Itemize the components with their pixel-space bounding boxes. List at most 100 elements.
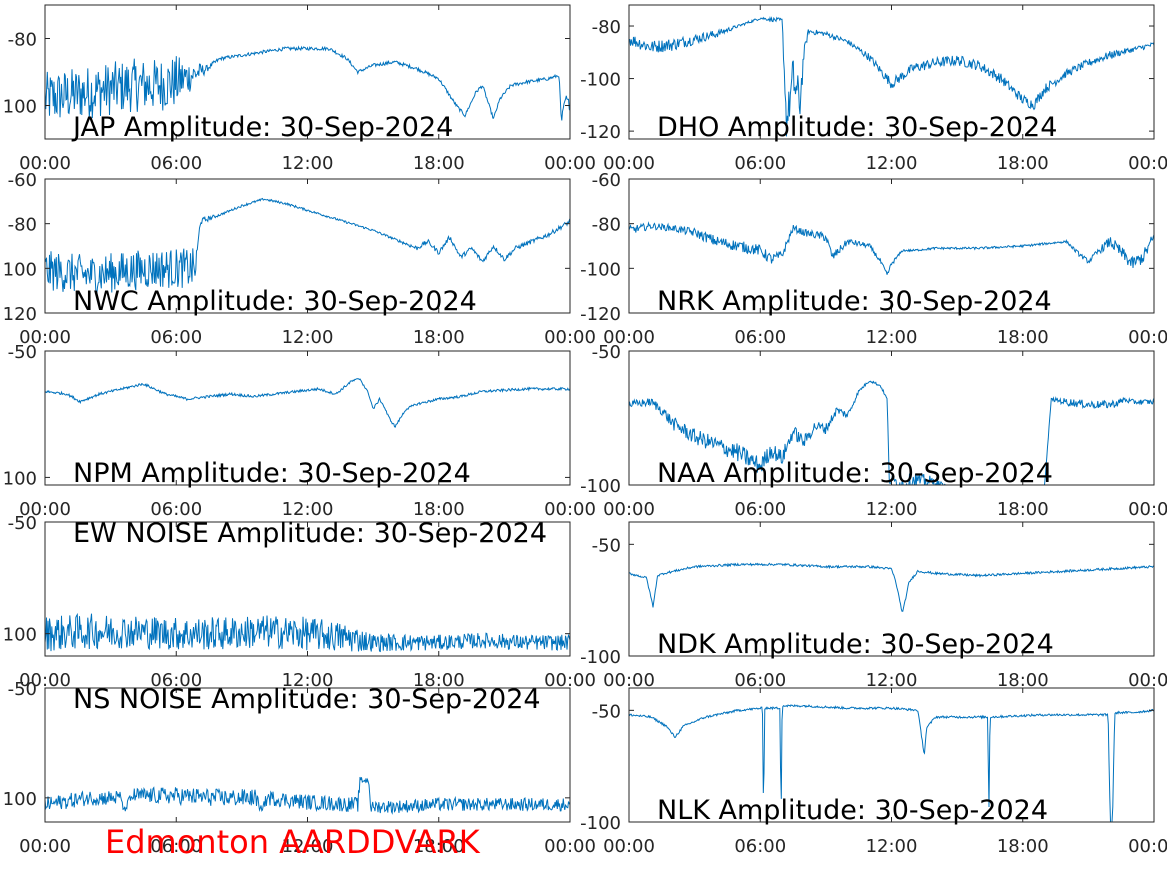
xtick-label: 12:00 — [282, 327, 334, 348]
xtick-label: 00:00 — [19, 836, 71, 857]
xtick-label: 00:00 — [19, 670, 71, 691]
ytick-label: 120 — [3, 304, 37, 325]
ytick-label: 100 — [3, 97, 37, 118]
ytick-label: -100 — [580, 259, 621, 280]
xtick-label: 12:00 — [282, 670, 334, 691]
xtick-label: 00:00 — [19, 327, 71, 348]
xtick-label: 00:00 — [544, 836, 596, 857]
panel-title-6: NAA Amplitude: 30-Sep-2024 — [657, 458, 1053, 489]
xtick-label: 00:00 — [19, 499, 71, 520]
panel-title-4: NRK Amplitude: 30-Sep-2024 — [657, 286, 1052, 317]
ytick-label: -100 — [580, 813, 621, 834]
xtick-label: 00:00 — [544, 499, 596, 520]
ytick-label: -50 — [8, 513, 37, 534]
xtick-label: 12:00 — [282, 499, 334, 520]
series-line-8-1 — [629, 562, 1154, 612]
panel-title-7: EW NOISE Amplitude: 30-Sep-2024 — [73, 518, 547, 549]
ytick-label: 100 — [3, 789, 37, 810]
ytick-label: 100 — [3, 625, 37, 646]
panel-title-8: NDK Amplitude: 30-Sep-2024 — [657, 629, 1054, 660]
xtick-label: 18:00 — [413, 836, 465, 857]
xtick-label: 00:00 — [1128, 836, 1167, 857]
xtick-label: 18:00 — [997, 153, 1049, 174]
ytick-label: -80 — [592, 17, 621, 38]
xtick-label: 06:00 — [150, 153, 202, 174]
panel-title-2: DHO Amplitude: 30-Sep-2024 — [657, 112, 1057, 143]
panel-title-5: NPM Amplitude: 30-Sep-2024 — [73, 458, 471, 489]
xtick-label: 06:00 — [734, 836, 786, 857]
xtick-label: 06:00 — [734, 153, 786, 174]
xtick-label: 06:00 — [734, 499, 786, 520]
panel-9: 100 -50 00:00 06:00 12:00 18:00 00:00 NS NOISE … — [3, 679, 596, 857]
series-line-5-1 — [45, 378, 570, 428]
panel-title-10: NLK Amplitude: 30-Sep-2024 — [657, 795, 1048, 826]
panel-7: 100 -50 00:00 06:00 12:00 18:00 00:00 EW NOISE … — [3, 513, 596, 691]
ytick-label: -80 — [592, 215, 621, 236]
xtick-label: 00:00 — [1128, 499, 1167, 520]
xtick-label: 06:00 — [150, 327, 202, 348]
xtick-label: 06:00 — [734, 670, 786, 691]
xtick-label: 00:00 — [603, 327, 655, 348]
ytick-label: -60 — [8, 170, 37, 191]
xtick-label: 06:00 — [150, 670, 202, 691]
series-line-1-1 — [45, 45, 570, 121]
xtick-label: 06:00 — [734, 327, 786, 348]
panel-4: -120-100-80-6000:0006:0012:0018:0000:00N… — [580, 170, 1167, 348]
xtick-label: 00:00 — [1128, 153, 1167, 174]
series-line-2-1 — [629, 16, 1154, 137]
xtick-label: 06:00 — [150, 836, 202, 857]
xtick-label: 18:00 — [413, 670, 465, 691]
xtick-label: 12:00 — [282, 836, 334, 857]
xtick-label: 00:00 — [603, 499, 655, 520]
ytick-label: -80 — [8, 215, 37, 236]
xtick-label: 00:00 — [544, 153, 596, 174]
xtick-label: 00:00 — [603, 836, 655, 857]
xtick-label: 18:00 — [997, 327, 1049, 348]
ytick-label: -50 — [592, 535, 621, 556]
xtick-label: 12:00 — [866, 670, 918, 691]
xtick-label: 18:00 — [997, 670, 1049, 691]
ytick-label: 100 — [3, 468, 37, 489]
ytick-label: -50 — [8, 342, 37, 363]
ytick-label: -80 — [8, 30, 37, 51]
series-line-3-1 — [45, 197, 570, 296]
xtick-label: 12:00 — [866, 153, 918, 174]
ytick-label: -100 — [580, 70, 621, 91]
xtick-label: 00:00 — [603, 153, 655, 174]
ytick-label: -100 — [580, 647, 621, 668]
series-line-6-1 — [629, 380, 1154, 485]
panel-2: -120-100-8000:0006:0012:0018:0000:00DHO … — [580, 4, 1167, 174]
series-line-4-1 — [629, 221, 1154, 275]
ytick-label: -100 — [580, 476, 621, 497]
ytick-label: -50 — [592, 342, 621, 363]
series-line-10-1 — [629, 704, 1154, 822]
ytick-label: -120 — [580, 304, 621, 325]
ytick-label: -50 — [8, 679, 37, 700]
panel-title-1: JAP Amplitude: 30-Sep-2024 — [71, 112, 453, 143]
xtick-label: 18:00 — [997, 836, 1049, 857]
xtick-label: 12:00 — [282, 153, 334, 174]
xtick-label: 18:00 — [413, 153, 465, 174]
xtick-label: 00:00 — [1128, 327, 1167, 348]
xtick-label: 12:00 — [866, 327, 918, 348]
ytick-label: -120 — [580, 122, 621, 143]
xtick-label: 18:00 — [997, 499, 1049, 520]
xtick-label: 18:00 — [413, 499, 465, 520]
xtick-label: 00:00 — [544, 670, 596, 691]
series-line-7-1 — [45, 612, 570, 653]
xtick-label: 00:00 — [1128, 670, 1167, 691]
series-line-9-1 — [45, 776, 570, 815]
panel-title-9: NS NOISE Amplitude: 30-Sep-2024 — [73, 684, 541, 715]
xtick-label: 00:00 — [544, 327, 596, 348]
xtick-label: 18:00 — [413, 327, 465, 348]
station-label: Edmonton AARDDVARK — [105, 823, 481, 861]
ytick-label: -50 — [592, 701, 621, 722]
xtick-label: 12:00 — [866, 499, 918, 520]
